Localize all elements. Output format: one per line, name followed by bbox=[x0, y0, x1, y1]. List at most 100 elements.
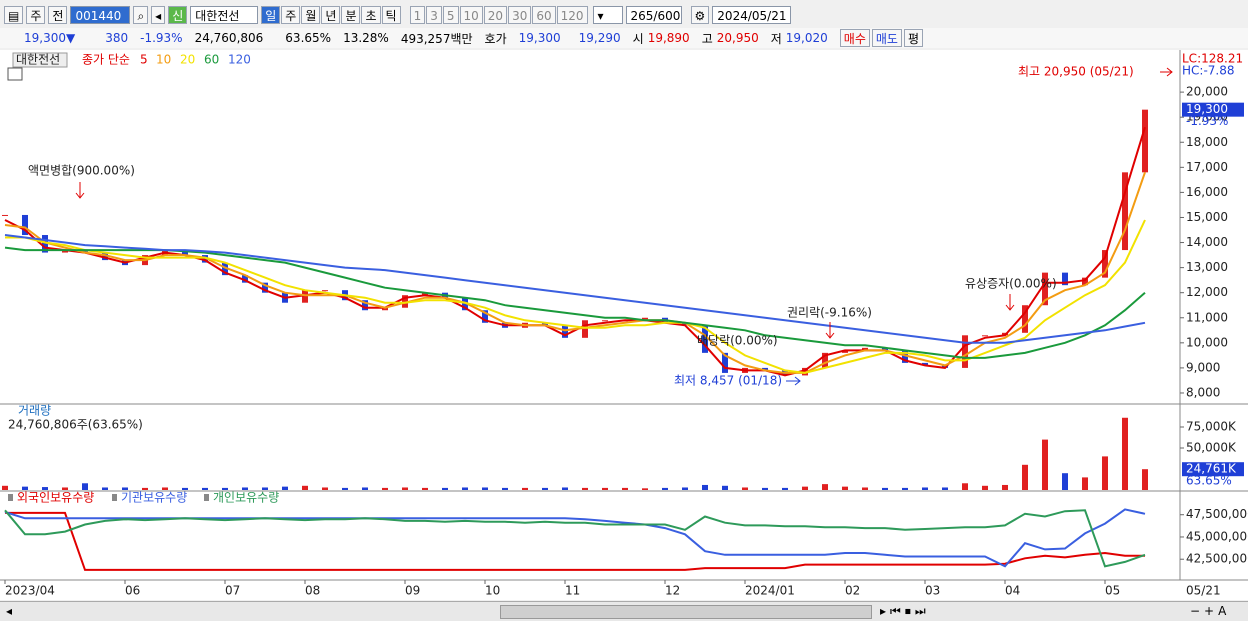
last-volume-tag bbox=[1182, 462, 1244, 477]
last-volume-label: 24,761K bbox=[1186, 462, 1237, 476]
volume-bar bbox=[422, 487, 428, 490]
low-label: 저 bbox=[770, 31, 782, 46]
interval-button[interactable]: 1 bbox=[409, 6, 426, 24]
candle bbox=[482, 310, 488, 323]
candle bbox=[182, 250, 188, 256]
y-tick-label: 13,000 bbox=[1186, 260, 1228, 274]
x-tick-label: 12 bbox=[665, 584, 680, 598]
eval-button[interactable]: 평 bbox=[903, 29, 924, 47]
new-badge[interactable]: 신 bbox=[168, 6, 188, 24]
high: 20,950 bbox=[716, 31, 759, 45]
series-line bbox=[5, 511, 1145, 571]
annotation-arrow bbox=[786, 376, 801, 386]
volume-bar bbox=[302, 485, 308, 490]
period-button[interactable]: 년 bbox=[321, 6, 341, 24]
last-volume-rate: 63.65% bbox=[1186, 474, 1232, 488]
series-line bbox=[4, 234, 1146, 344]
candle bbox=[62, 250, 68, 253]
sound-icon[interactable]: ◂ bbox=[151, 6, 166, 24]
volume-bar bbox=[722, 485, 728, 490]
legend-entry: 20 bbox=[180, 53, 195, 67]
period-button[interactable]: 월 bbox=[301, 6, 321, 24]
info-bar: 19,300▼ 380 -1.93% 24,760,806 63.65% 13.… bbox=[0, 28, 1248, 48]
volume-bar bbox=[142, 487, 148, 490]
search-icon[interactable]: ⌕ bbox=[133, 6, 149, 24]
turnover: 13.28% bbox=[343, 31, 389, 45]
interval-button[interactable]: 120 bbox=[556, 6, 588, 24]
scrollbar[interactable]: ◂ ▸⏮⏹⏭ −+A bbox=[0, 601, 1248, 621]
volume-bar bbox=[562, 487, 568, 490]
legend-entry: 120 bbox=[228, 53, 251, 67]
candle bbox=[462, 297, 468, 311]
period-button[interactable]: 분 bbox=[341, 6, 361, 24]
series-line bbox=[4, 509, 1146, 568]
volume-bar bbox=[962, 483, 968, 490]
volume-bar bbox=[682, 487, 688, 490]
code-input[interactable]: 001440 bbox=[70, 6, 131, 24]
candle bbox=[842, 350, 848, 353]
nav-buttons[interactable]: ▸⏮⏹⏭ bbox=[880, 604, 930, 618]
y-tick-label: 20,000 bbox=[1186, 85, 1228, 99]
market-select[interactable]: 주 bbox=[26, 6, 46, 24]
date-field[interactable]: 2024/05/21 bbox=[712, 6, 792, 24]
candle bbox=[302, 290, 308, 303]
y-tick-label: 9,000 bbox=[1186, 360, 1220, 374]
volume-bar bbox=[102, 487, 108, 490]
menu-icon[interactable]: ▤ bbox=[4, 6, 24, 24]
candle bbox=[922, 362, 928, 366]
candle bbox=[1142, 109, 1148, 173]
interval-input[interactable]: ▾ bbox=[592, 6, 623, 24]
interval-button[interactable]: 20 bbox=[483, 6, 508, 24]
volume-bar bbox=[282, 486, 288, 490]
period-button[interactable]: 주 bbox=[281, 6, 301, 24]
legend-entry: 외국인보유수량 bbox=[17, 491, 94, 505]
y-tick-label: 14,000 bbox=[1186, 235, 1228, 249]
candle bbox=[322, 290, 328, 292]
annotation-arrow bbox=[75, 182, 85, 199]
count-field[interactable]: 265/600 bbox=[625, 6, 682, 24]
candle bbox=[402, 295, 408, 308]
legend-marker bbox=[8, 494, 13, 501]
y-tick-label: 12,000 bbox=[1186, 285, 1228, 299]
scroll-left[interactable]: ◂ bbox=[6, 604, 13, 618]
ask: 19,300 bbox=[518, 31, 561, 45]
tool-icons[interactable]: ⚙ bbox=[690, 6, 710, 24]
open-label: 시 bbox=[632, 31, 644, 46]
candle bbox=[202, 255, 208, 263]
volume-bar bbox=[22, 486, 28, 490]
interval-button[interactable]: 30 bbox=[508, 6, 532, 24]
candle bbox=[1042, 272, 1048, 306]
volume-bar bbox=[522, 487, 528, 490]
interval-button[interactable]: 60 bbox=[532, 6, 556, 24]
x-tick-label: 11 bbox=[565, 584, 580, 598]
annotation: 액면병합(900.00%) bbox=[28, 164, 135, 178]
interval-button[interactable]: 3 bbox=[426, 6, 442, 24]
volume-bar bbox=[1062, 473, 1068, 490]
volume-bar bbox=[42, 487, 48, 490]
grid-icon bbox=[7, 67, 23, 81]
volume-bar bbox=[582, 487, 588, 490]
candle bbox=[602, 320, 608, 322]
chart: 8,000 9,000 10,000 11,000 12,000 13,000 14,000… bbox=[0, 50, 1248, 600]
buy-button[interactable]: 매수 bbox=[839, 29, 870, 47]
high-label: 고 bbox=[701, 31, 713, 46]
interval-button[interactable]: 10 bbox=[459, 6, 483, 24]
candle bbox=[22, 214, 28, 236]
sell-button[interactable]: 매도 bbox=[871, 29, 902, 47]
candle bbox=[902, 350, 908, 363]
annotation: 배당락(0.00%) bbox=[697, 334, 778, 348]
change-rate: -1.93% bbox=[140, 31, 183, 45]
period-button[interactable]: 틱 bbox=[381, 6, 401, 24]
stock-name: 대한전선 bbox=[190, 6, 259, 24]
volume-bar bbox=[1002, 484, 1008, 490]
volume-bar bbox=[702, 484, 708, 490]
period-button[interactable]: 일 bbox=[261, 6, 281, 24]
zoom-buttons[interactable]: −+A bbox=[1190, 604, 1231, 618]
period-button[interactable]: 초 bbox=[361, 6, 381, 24]
prev-button[interactable]: 전 bbox=[48, 6, 68, 24]
candle bbox=[422, 292, 428, 296]
volume-bar bbox=[482, 487, 488, 490]
scroll-thumb[interactable] bbox=[500, 605, 872, 619]
interval-button[interactable]: 5 bbox=[442, 6, 459, 24]
